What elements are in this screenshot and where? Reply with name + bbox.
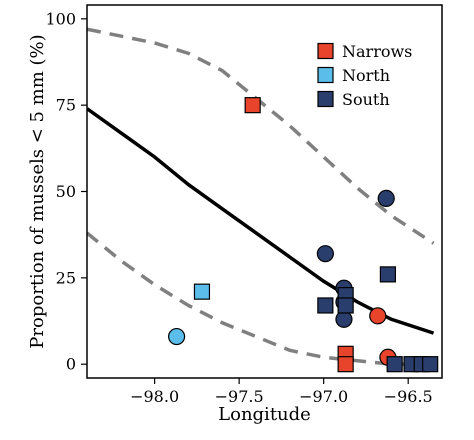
legend-swatch-narrows bbox=[317, 42, 334, 60]
plot-area bbox=[87, 27, 439, 373]
data-point-north bbox=[167, 327, 186, 346]
y-tick-label: 25 bbox=[56, 268, 76, 287]
x-tick-label: −96.5 bbox=[384, 387, 433, 406]
axis-ticks: −98.0 −97.5 −97.0 −96.5 0 25 50 75 100 bbox=[45, 9, 432, 406]
legend-label-south: South bbox=[342, 90, 390, 109]
data-points bbox=[167, 97, 439, 373]
data-point-south bbox=[337, 297, 354, 314]
legend: Narrows North South bbox=[317, 42, 412, 109]
data-point-south bbox=[422, 356, 439, 373]
data-point-north bbox=[193, 283, 211, 300]
data-point-south bbox=[316, 245, 334, 263]
data-point-south bbox=[335, 310, 353, 328]
y-tick-label: 75 bbox=[56, 96, 76, 115]
data-point-south bbox=[386, 356, 403, 373]
x-tick-label: −98.0 bbox=[130, 387, 179, 406]
data-point-south bbox=[379, 266, 397, 283]
legend-swatch-north bbox=[317, 66, 334, 84]
y-tick-label: 50 bbox=[56, 182, 76, 201]
x-tick-label: −97.5 bbox=[215, 387, 264, 406]
data-point-south bbox=[317, 297, 334, 314]
legend-label-north: North bbox=[342, 66, 390, 85]
legend-label-narrows: Narrows bbox=[342, 42, 412, 61]
y-axis-title: Proportion of mussels < 5 mm (%) bbox=[27, 34, 48, 348]
lower-confidence-line bbox=[87, 231, 434, 366]
y-tick-label: 100 bbox=[45, 9, 76, 28]
legend-swatch-south bbox=[317, 90, 334, 108]
data-point-south bbox=[377, 189, 395, 208]
x-axis-title: Longitude bbox=[218, 404, 311, 425]
data-point-narrows bbox=[337, 356, 354, 373]
y-tick-label: 0 bbox=[66, 355, 76, 374]
fitted-trend-line bbox=[87, 107, 435, 335]
x-tick-label: −97.0 bbox=[299, 387, 348, 406]
data-point-narrows bbox=[244, 97, 261, 114]
data-point-narrows bbox=[369, 307, 387, 325]
